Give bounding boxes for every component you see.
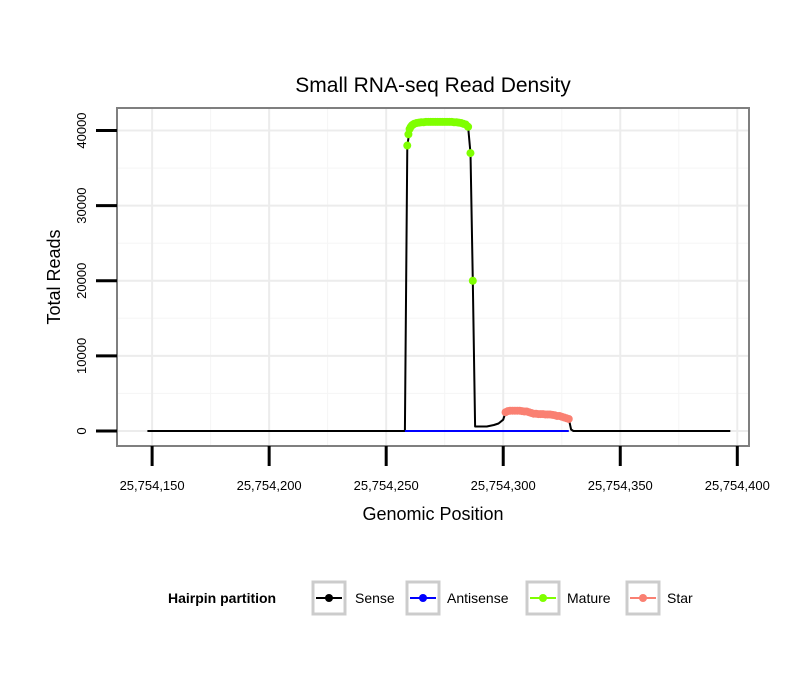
y-tick-label: 10000 — [74, 338, 89, 374]
y-tick-label: 40000 — [74, 112, 89, 148]
y-tick-label: 20000 — [74, 263, 89, 299]
mature-point — [468, 276, 477, 285]
legend: Hairpin partition Sense Antisense Mature St… — [168, 580, 693, 616]
series-layer — [147, 117, 731, 432]
plot-panel — [117, 108, 749, 446]
x-axis: 25,754,150 25,754,200 25,754,250 25,754,300… — [120, 446, 770, 493]
y-tick-label: 0 — [74, 427, 89, 434]
legend-marker-sense — [325, 594, 333, 602]
x-tick-label: 25,754,300 — [471, 478, 536, 493]
legend-label-antisense: Antisense — [447, 590, 509, 606]
legend-label-star: Star — [667, 590, 693, 606]
x-axis-title: Genomic Position — [362, 504, 503, 524]
legend-title: Hairpin partition — [168, 590, 276, 606]
mature-point — [466, 149, 475, 158]
legend-label-sense: Sense — [355, 590, 395, 606]
mature-point — [464, 122, 473, 131]
legend-marker-antisense — [419, 594, 427, 602]
chart-title: Small RNA-seq Read Density — [295, 74, 571, 97]
legend-marker-mature — [539, 594, 547, 602]
mature-point — [403, 141, 412, 150]
y-tick-label: 30000 — [74, 188, 89, 224]
x-tick-label: 25,754,250 — [354, 478, 419, 493]
x-tick-label: 25,754,400 — [705, 478, 770, 493]
x-tick-label: 25,754,150 — [120, 478, 185, 493]
x-tick-label: 25,754,200 — [237, 478, 302, 493]
legend-label-mature: Mature — [567, 590, 611, 606]
y-axis-title: Total Reads — [44, 229, 64, 324]
plot-border — [116, 107, 750, 447]
x-tick-label: 25,754,350 — [588, 478, 653, 493]
star-point — [564, 414, 573, 423]
grid-lines — [117, 108, 749, 446]
legend-marker-star — [639, 594, 647, 602]
y-axis: 0 10000 20000 30000 40000 — [74, 112, 117, 435]
